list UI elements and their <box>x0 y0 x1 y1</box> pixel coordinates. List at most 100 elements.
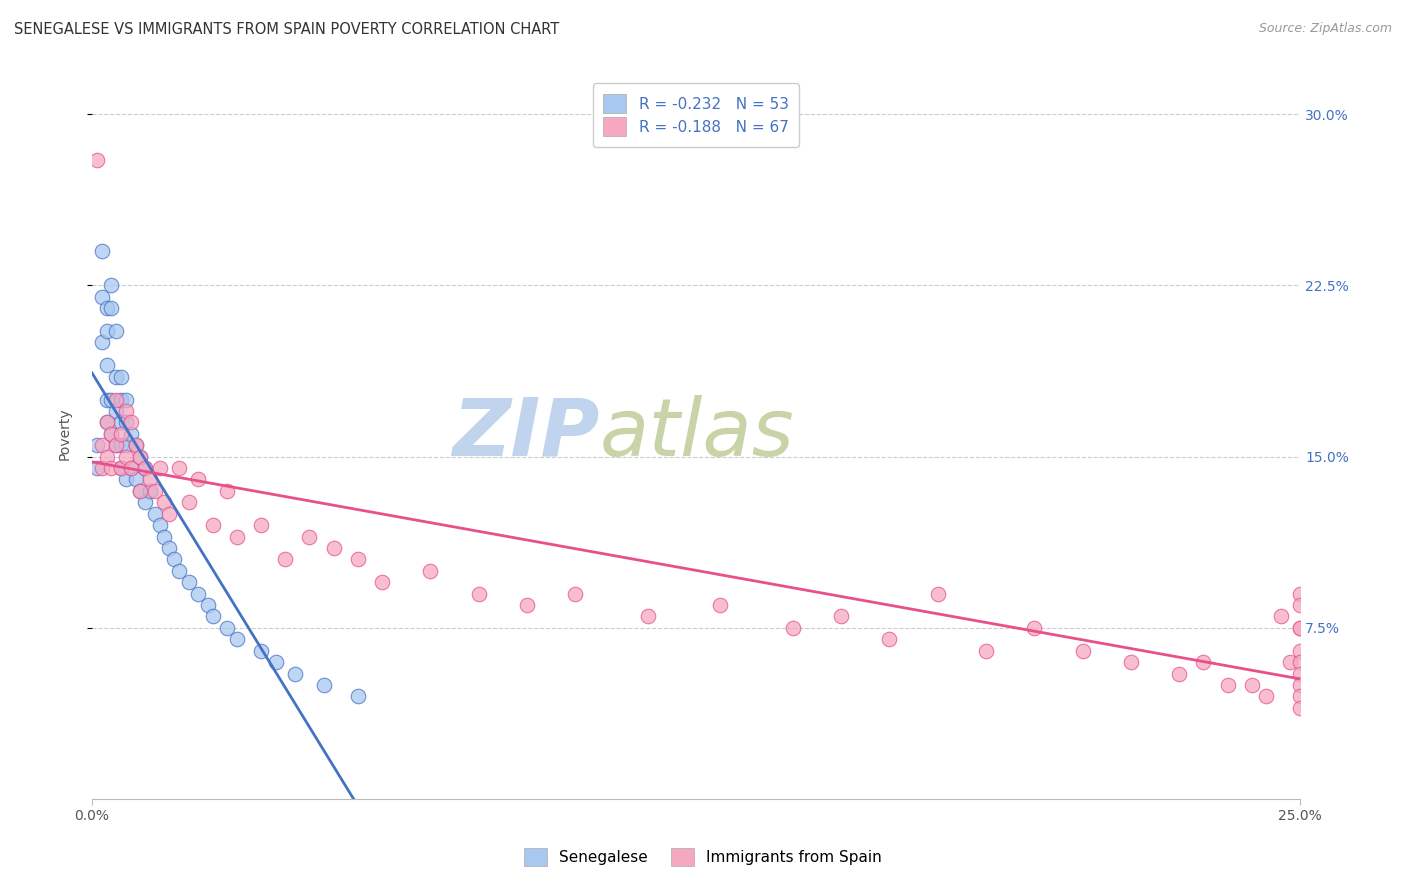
Point <box>201 518 224 533</box>
Point <box>1289 621 1312 635</box>
Point <box>86 153 108 167</box>
Point <box>226 529 249 543</box>
Point <box>274 552 297 566</box>
Point <box>149 461 172 475</box>
Point <box>298 529 321 543</box>
Point <box>371 575 394 590</box>
Point <box>96 359 118 373</box>
Point <box>1289 700 1312 714</box>
Point <box>163 552 186 566</box>
Point <box>149 518 172 533</box>
Point <box>134 461 156 475</box>
Point <box>1256 690 1278 704</box>
Point <box>143 483 166 498</box>
Point <box>153 495 176 509</box>
Point <box>1024 621 1046 635</box>
Point <box>879 632 901 647</box>
Point <box>86 461 108 475</box>
Legend: Senegalese, Immigrants from Spain: Senegalese, Immigrants from Spain <box>515 838 891 875</box>
Text: atlas: atlas <box>599 395 794 473</box>
Point <box>1289 586 1312 600</box>
Point <box>1279 655 1302 669</box>
Point <box>1168 666 1191 681</box>
Point <box>312 678 335 692</box>
Point <box>110 369 132 384</box>
Point <box>120 416 142 430</box>
Point <box>1216 678 1239 692</box>
Point <box>100 426 122 441</box>
Point <box>167 461 190 475</box>
Point <box>177 575 200 590</box>
Point <box>226 632 249 647</box>
Point <box>105 404 128 418</box>
Point <box>1289 655 1312 669</box>
Point <box>564 586 586 600</box>
Point <box>1119 655 1142 669</box>
Y-axis label: Poverty: Poverty <box>58 408 72 460</box>
Point <box>96 392 118 407</box>
Point <box>90 438 112 452</box>
Point <box>115 392 138 407</box>
Point <box>1071 643 1094 657</box>
Point <box>110 426 132 441</box>
Point <box>153 529 176 543</box>
Point <box>96 324 118 338</box>
Point <box>90 461 112 475</box>
Point <box>105 369 128 384</box>
Point <box>187 586 209 600</box>
Point <box>157 507 180 521</box>
Text: ZIP: ZIP <box>451 395 599 473</box>
Point <box>346 552 368 566</box>
Point <box>516 598 538 612</box>
Point <box>100 426 122 441</box>
Point <box>124 438 146 452</box>
Point <box>467 586 489 600</box>
Point <box>90 290 112 304</box>
Point <box>167 564 190 578</box>
Point <box>110 461 132 475</box>
Point <box>201 609 224 624</box>
Point <box>139 473 162 487</box>
Point <box>105 324 128 338</box>
Point <box>134 461 156 475</box>
Point <box>1289 666 1312 681</box>
Point <box>120 461 142 475</box>
Point <box>1240 678 1263 692</box>
Point <box>96 301 118 316</box>
Point <box>96 416 118 430</box>
Point <box>100 392 122 407</box>
Point <box>1289 643 1312 657</box>
Point <box>115 404 138 418</box>
Point <box>637 609 659 624</box>
Point <box>96 416 118 430</box>
Point <box>115 438 138 452</box>
Point <box>90 244 112 259</box>
Point <box>187 473 209 487</box>
Point <box>115 473 138 487</box>
Point <box>830 609 852 624</box>
Point <box>100 278 122 293</box>
Point <box>96 450 118 464</box>
Point <box>250 643 273 657</box>
Point <box>177 495 200 509</box>
Point <box>120 461 142 475</box>
Point <box>284 666 307 681</box>
Point <box>129 483 152 498</box>
Point <box>143 507 166 521</box>
Point <box>110 392 132 407</box>
Point <box>100 461 122 475</box>
Point <box>217 621 239 635</box>
Point <box>782 621 804 635</box>
Point <box>346 690 368 704</box>
Point <box>110 461 132 475</box>
Point <box>115 450 138 464</box>
Point <box>129 483 152 498</box>
Point <box>105 438 128 452</box>
Point <box>105 438 128 452</box>
Point <box>115 416 138 430</box>
Point <box>124 438 146 452</box>
Point <box>100 301 122 316</box>
Point <box>139 483 162 498</box>
Point <box>157 541 180 555</box>
Point <box>110 438 132 452</box>
